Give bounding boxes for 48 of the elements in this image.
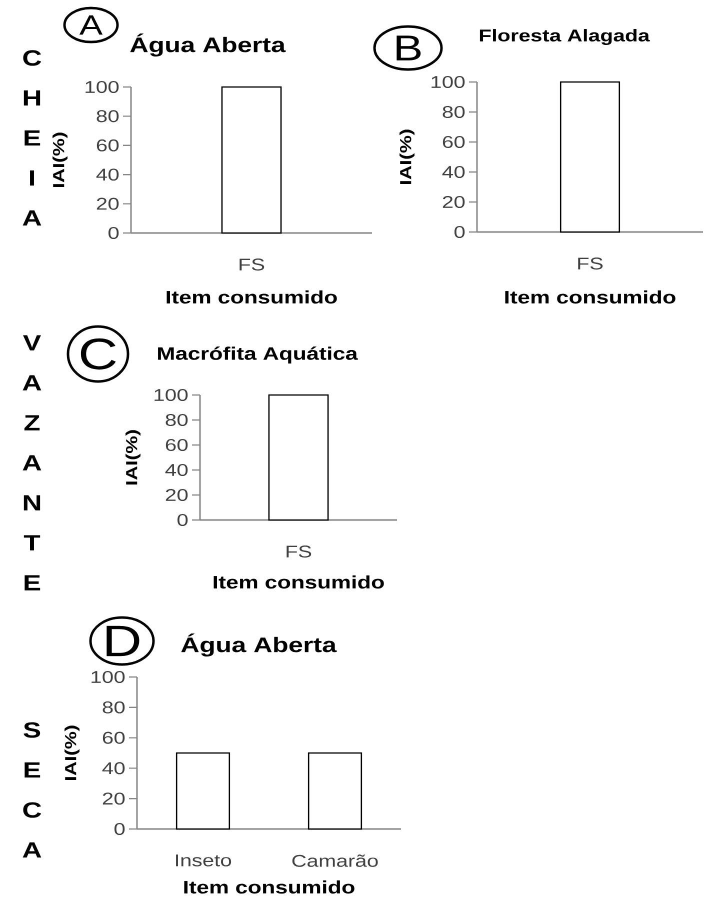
x-tick-label: FS: [240, 258, 264, 271]
y-tick-label: 40: [165, 464, 188, 476]
y-tick-label: 20: [96, 198, 119, 210]
text: CHEIA: [22, 50, 42, 226]
text: VAZANTE: [22, 335, 42, 590]
chart-title: Água Aberta: [181, 633, 337, 657]
y-tick-label: 40: [96, 168, 119, 181]
text: A: [79, 15, 103, 35]
y-tick-label: 0: [177, 514, 188, 526]
y-axis-title: IAI(%): [400, 130, 414, 184]
text: D: [106, 626, 140, 656]
chart-title: Água Aberta: [130, 33, 286, 57]
chart-title: Macrófita Aquática: [158, 346, 358, 364]
y-tick-label: 100: [432, 76, 465, 88]
y-tick-label: 60: [96, 139, 119, 152]
x-axis-title: Item consumido: [505, 290, 676, 304]
y-tick-label: 80: [102, 701, 125, 714]
y-tick-label: 20: [166, 488, 188, 502]
y-tick-label: 60: [102, 732, 125, 744]
text: B: [396, 36, 421, 60]
y-axis-title: IAI(%): [52, 132, 68, 187]
y-tick-label: 80: [166, 414, 188, 426]
y-axis-title: IAI(%): [126, 430, 140, 484]
chart-title: Floresta Alagada: [480, 29, 650, 45]
text: SECA: [22, 722, 42, 858]
y-tick-label: 20: [442, 196, 465, 208]
x-axis-title: Item consumido: [166, 290, 337, 304]
y-tick-label: 80: [442, 106, 465, 118]
x-tick-label: Inseto: [176, 854, 232, 866]
x-tick-label: FS: [578, 258, 603, 270]
y-tick-label: 60: [442, 136, 465, 148]
y-tick-label: 100: [86, 80, 119, 94]
y-tick-label: 40: [442, 166, 465, 178]
y-tick-label: 0: [108, 226, 119, 240]
x-tick-label: FS: [286, 546, 312, 558]
y-tick-label: 60: [166, 438, 188, 452]
y-tick-label: 20: [102, 792, 125, 805]
x-tick-label: Camarão: [292, 854, 378, 867]
y-tick-label: 0: [454, 226, 465, 238]
text: C: [80, 338, 116, 370]
y-tick-label: 40: [102, 762, 125, 774]
y-axis-title: IAI(%): [64, 726, 80, 780]
y-tick-label: 0: [114, 822, 125, 836]
x-axis-title: Item consumido: [184, 880, 354, 894]
x-axis-title: Item consumido: [214, 575, 384, 589]
y-tick-label: 100: [92, 670, 125, 684]
y-tick-label: 100: [154, 388, 188, 402]
y-tick-label: 80: [96, 110, 119, 122]
